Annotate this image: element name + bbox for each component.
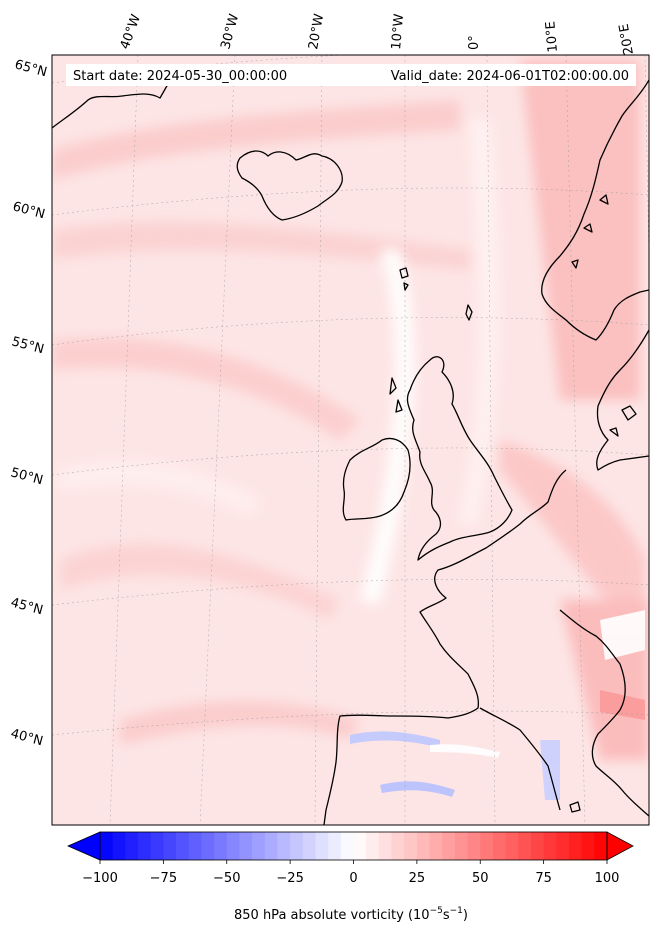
colorbar-segments <box>100 832 608 860</box>
faroe-islands <box>399 267 409 291</box>
lon-label-10w: 10°W <box>389 13 407 50</box>
colorbar-segment <box>378 832 393 860</box>
colorbar-segment <box>176 832 190 860</box>
colorbar-segment <box>404 832 418 860</box>
map-panel: Start date: 2024-05-30_00:00:00 Valid_da… <box>51 54 650 826</box>
colorbar-segment <box>201 832 215 860</box>
lat-label-50n: 50°N <box>9 465 45 488</box>
colorbar-segment <box>188 832 202 860</box>
colorbar-segment <box>518 832 532 860</box>
graticule <box>52 55 649 825</box>
colorbar-segment <box>391 832 405 860</box>
colorbar-tick-label: 50 <box>472 871 489 886</box>
colorbar-segment <box>239 832 253 860</box>
europe-mainland-coast <box>323 469 567 825</box>
colorbar-segment <box>353 832 367 860</box>
norway-islands <box>571 194 609 269</box>
colorbar-tick-label: −50 <box>213 871 240 886</box>
valid-date-label: Valid_date: 2024-06-01T02:00:00.00 <box>391 69 629 84</box>
iceland-coast <box>236 150 343 221</box>
hebrides <box>389 377 403 413</box>
lon-label-20w: 20°W <box>306 13 327 51</box>
map-frame <box>51 54 650 826</box>
vorticity-field <box>52 60 649 800</box>
colorbar-ticks: −100 −75 −50 −25 0 25 50 75 100 <box>82 860 619 886</box>
colorbar-segment <box>594 832 608 860</box>
lon-label-0: 0° <box>467 35 482 50</box>
greenland-coast <box>52 83 169 129</box>
colorbar-segment <box>467 832 481 860</box>
lat-label-45n: 45°N <box>9 595 45 618</box>
colorbar-segment <box>328 832 342 860</box>
longitude-labels: 40°W 30°W 20°W 10°W 0° 10°E 20°E <box>118 12 637 56</box>
balearic-islands <box>569 801 581 813</box>
colorbar-segment <box>416 832 431 860</box>
colorbar-segment <box>150 832 164 860</box>
colorbar-segment <box>556 832 570 860</box>
colorbar-segment <box>480 832 494 860</box>
lat-label-40n: 40°N <box>9 726 45 749</box>
latitude-labels: 65°N 60°N 55°N 50°N 45°N 40°N <box>9 57 49 749</box>
colorbar-segment <box>429 832 443 860</box>
header-band <box>66 64 636 86</box>
start-date-label: Start date: 2024-05-30_00:00:00 <box>73 69 287 84</box>
colorbar-segment <box>138 832 152 860</box>
colorbar-segment <box>315 832 329 860</box>
iberia-east-coast <box>479 707 561 811</box>
colorbar: −100 −75 −50 −25 0 25 50 75 100 850 hPa absolute… <box>67 831 634 923</box>
lat-label-55n: 55°N <box>10 334 46 357</box>
sweden-denmark-coast <box>596 329 649 471</box>
colorbar-segment <box>340 832 354 860</box>
colorbar-segment <box>302 832 316 860</box>
colorbar-segment <box>505 832 519 860</box>
colorbar-segment <box>530 832 545 860</box>
colorbar-segment <box>277 832 291 860</box>
lon-label-30w: 30°W <box>218 12 242 51</box>
colorbar-extend-low <box>67 831 101 861</box>
colorbar-segment <box>543 832 557 860</box>
colorbar-tick-label: −75 <box>150 871 177 886</box>
lat-label-65n: 65°N <box>13 57 49 80</box>
colorbar-segment <box>226 832 240 860</box>
colorbar-segment <box>163 832 177 860</box>
colorbar-segment <box>568 832 583 860</box>
lon-label-40w: 40°W <box>118 12 144 51</box>
colorbar-tick-label: 0 <box>349 871 357 886</box>
great-britain-coast <box>406 356 513 561</box>
lon-label-10e: 10°E <box>543 21 561 53</box>
colorbar-segment <box>366 832 380 860</box>
colorbar-segment <box>125 832 139 860</box>
colorbar-segment <box>442 832 456 860</box>
colorbar-tick-label: 25 <box>409 871 426 886</box>
colorbar-label: 850 hPa absolute vorticity (10−5s−1) <box>234 906 468 923</box>
colorbar-segment <box>264 832 278 860</box>
colorbar-segment <box>252 832 266 860</box>
ireland-coast <box>342 437 411 521</box>
colorbar-segment <box>290 832 304 860</box>
colorbar-tick-label: −25 <box>276 871 303 886</box>
colorbar-segment <box>100 832 114 860</box>
colorbar-segment <box>492 832 507 860</box>
lat-label-60n: 60°N <box>11 199 47 222</box>
shetland <box>465 304 473 321</box>
lon-label-20e: 20°E <box>617 23 637 56</box>
france-italy-coast <box>559 609 649 817</box>
colorbar-tick-label: −100 <box>82 871 118 886</box>
colorbar-segment <box>214 832 228 860</box>
baltic-islands <box>609 405 637 437</box>
colorbar-segment <box>454 832 469 860</box>
norway-coast <box>541 79 649 341</box>
colorbar-tick-label: 100 <box>595 871 620 886</box>
colorbar-extend-high <box>606 831 634 861</box>
colorbar-segment <box>112 832 126 860</box>
colorbar-segment <box>581 832 595 860</box>
colorbar-tick-label: 75 <box>535 871 552 886</box>
coastlines <box>52 79 649 825</box>
